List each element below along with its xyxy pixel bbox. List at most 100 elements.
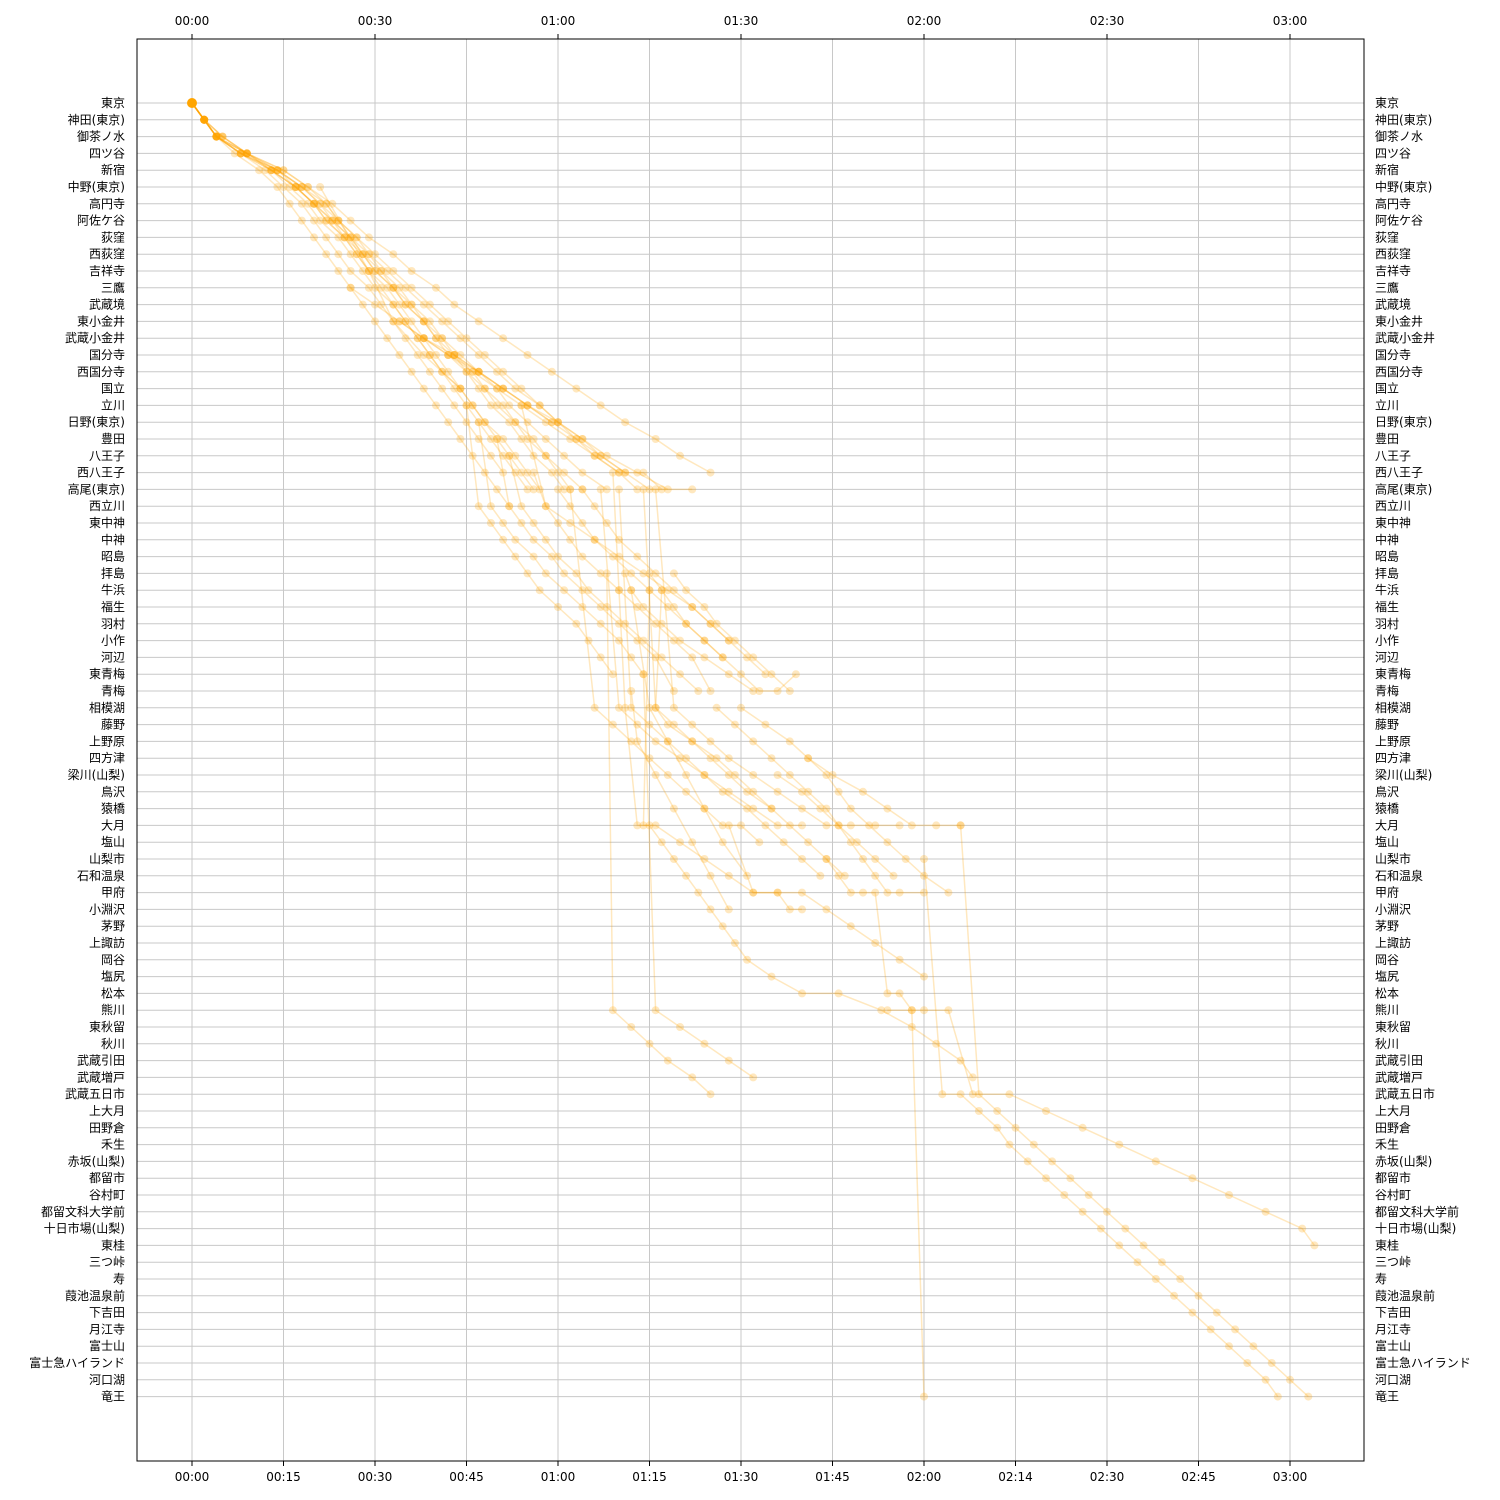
trip-stop-marker [566, 502, 575, 511]
trip-stop-marker [621, 619, 630, 628]
trip-stop-marker [444, 351, 453, 359]
trip-series [187, 98, 1319, 1401]
trip-line [807, 757, 961, 827]
trip-stop-marker [541, 502, 550, 511]
trip-stop-marker [706, 687, 715, 695]
trip-stop-marker [279, 183, 288, 191]
trip-stop-marker [389, 283, 398, 292]
station-label-left: 谷村町 [89, 1188, 125, 1202]
trip-stop-marker [578, 519, 587, 527]
trip-stop-marker [749, 888, 758, 897]
trip-stop-marker [456, 384, 465, 393]
trip-stop-marker [438, 334, 447, 343]
trip-stop-marker [242, 149, 251, 158]
trip-line [642, 489, 846, 877]
station-label-left: 国分寺 [89, 348, 125, 362]
trip-stop-marker [615, 468, 623, 477]
trip-stop-marker [340, 233, 349, 242]
trip-stop-marker [773, 771, 782, 779]
trip-stop-marker [200, 115, 209, 124]
trip-stop-marker [505, 401, 514, 410]
trip-stop-marker [535, 586, 544, 595]
station-label-right: 上諏訪 [1375, 935, 1411, 950]
trip-stop-marker [493, 384, 501, 393]
station-label-left: 福生 [101, 599, 125, 614]
trip-stop-marker [242, 149, 251, 158]
trip-stop-marker [798, 804, 806, 813]
trip-stop-marker [486, 451, 495, 460]
tick-label-bottom: 01:00 [541, 1470, 576, 1484]
trip-stop-marker [419, 334, 428, 343]
trip-stop-marker [322, 199, 331, 208]
trip-stop-marker [621, 569, 630, 578]
station-label-right: 上大月 [1375, 1104, 1411, 1118]
tick-label-bottom: 02:45 [1181, 1470, 1216, 1484]
trip-stop-marker [700, 771, 709, 779]
trip-stop-marker [608, 670, 617, 679]
trip-stop-marker [627, 586, 636, 595]
trip-stop-marker [767, 804, 776, 813]
trip-stop-marker [1243, 1359, 1252, 1367]
trip-line [618, 489, 821, 877]
trip-stop-marker [493, 401, 501, 410]
trip-line [191, 102, 608, 491]
trip-line [191, 102, 510, 507]
trip-stop-marker [200, 115, 209, 124]
trip-line [191, 102, 693, 491]
trip-stop-marker [572, 435, 581, 443]
trip-line [630, 589, 754, 692]
trip-line [477, 422, 645, 675]
trip-stop-marker [529, 435, 538, 443]
trip-stop-marker [749, 737, 758, 746]
station-label-right: 河口湖 [1375, 1372, 1411, 1387]
trip-line [612, 472, 974, 1078]
trip-stop-marker [511, 418, 520, 427]
trip-stop-marker [846, 888, 855, 897]
station-label-right: 東秋留 [1375, 1020, 1411, 1034]
trip-stop-marker [419, 317, 428, 326]
station-label-left: 茅野 [101, 919, 125, 933]
trip-stop-marker [474, 502, 483, 511]
trip-stop-marker [596, 401, 605, 410]
trip-stop-marker [669, 586, 678, 595]
trip-stop-marker [645, 569, 654, 578]
trip-stop-marker [334, 216, 343, 225]
station-label-left: 東小金井 [77, 313, 125, 328]
trip-stop-marker [657, 586, 666, 595]
tick-label-top: 00:00 [175, 14, 210, 28]
trip-stop-marker [547, 468, 556, 477]
trip-stop-marker [706, 619, 715, 628]
trip-line [453, 354, 663, 490]
trip-stop-marker [523, 418, 532, 427]
trip-stop-marker [840, 871, 849, 880]
trip-stop-marker [1023, 1157, 1032, 1166]
trip-stop-marker [346, 283, 355, 292]
trip-stop-marker [468, 367, 477, 376]
station-label-left: 上諏訪 [89, 935, 125, 950]
trip-stop-marker [499, 468, 508, 477]
trip-stop-marker [773, 888, 782, 897]
trip-stop-marker [755, 838, 764, 847]
trip-stop-marker [718, 821, 727, 830]
trip-stop-marker [974, 1090, 983, 1099]
trip-stop-marker [523, 435, 532, 443]
trip-stop-marker [590, 535, 599, 544]
trip-stop-marker [590, 451, 599, 460]
trip-stop-marker [682, 871, 691, 880]
trip-stop-marker [450, 300, 459, 309]
station-label-left: 牛浜 [101, 582, 125, 597]
trip-stop-marker [639, 670, 648, 679]
trip-stop-marker [645, 1039, 654, 1048]
trip-stop-marker [438, 384, 447, 393]
trip-stop-marker [438, 317, 447, 326]
trip-stop-marker [1115, 1241, 1124, 1250]
trip-stop-marker [1029, 1140, 1038, 1149]
trip-stop-marker [322, 250, 331, 259]
trip-stop-marker [340, 233, 349, 242]
tick-label-top: 00:30 [358, 14, 393, 28]
trip-stop-marker [474, 367, 483, 376]
trip-stop-marker [816, 804, 825, 813]
trip-stop-marker [633, 468, 642, 477]
trip-stop-marker [523, 569, 532, 578]
station-label-right: 新宿 [1375, 162, 1399, 177]
